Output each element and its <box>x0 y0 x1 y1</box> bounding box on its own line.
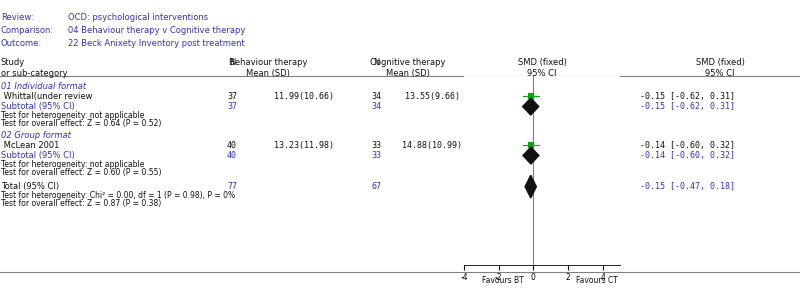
Text: Test for overall effect: Z = 0.60 (P = 0.55): Test for overall effect: Z = 0.60 (P = 0… <box>1 168 162 177</box>
Text: -0.15 [-0.62, 0.31]: -0.15 [-0.62, 0.31] <box>640 92 735 101</box>
Text: 33: 33 <box>371 151 381 160</box>
Text: Outcome:: Outcome: <box>1 39 42 48</box>
Text: 40: 40 <box>227 151 237 160</box>
Text: McLean 2001: McLean 2001 <box>1 141 59 150</box>
Text: Behaviour therapy: Behaviour therapy <box>229 58 307 67</box>
Text: Cognitive therapy: Cognitive therapy <box>370 58 446 67</box>
Polygon shape <box>522 98 538 115</box>
Text: Subtotal (95% CI): Subtotal (95% CI) <box>1 102 74 111</box>
Text: Test for overall effect: Z = 0.87 (P = 0.38): Test for overall effect: Z = 0.87 (P = 0… <box>1 199 161 208</box>
Text: Total (95% CI): Total (95% CI) <box>1 182 59 191</box>
Text: -0.15 [-0.62, 0.31]: -0.15 [-0.62, 0.31] <box>640 102 735 111</box>
Text: 77: 77 <box>227 182 237 191</box>
Text: OCD: psychological interventions: OCD: psychological interventions <box>68 13 208 22</box>
Text: 13.55(9.66): 13.55(9.66) <box>405 92 459 101</box>
Text: Whittal(under review: Whittal(under review <box>1 92 92 101</box>
Text: 13.23(11.98): 13.23(11.98) <box>274 141 334 150</box>
Text: Mean (SD): Mean (SD) <box>246 69 290 78</box>
Text: 95% CI: 95% CI <box>527 69 557 78</box>
Text: 67: 67 <box>371 182 381 191</box>
Text: 33: 33 <box>371 141 381 150</box>
Polygon shape <box>523 147 539 164</box>
Text: N: N <box>373 58 379 67</box>
Text: 40: 40 <box>227 141 237 150</box>
Text: 01 Individual format: 01 Individual format <box>1 82 86 91</box>
Text: 02 Group format: 02 Group format <box>1 131 70 140</box>
Text: 14.88(10.99): 14.88(10.99) <box>402 141 462 150</box>
Text: -0.14 [-0.60, 0.32]: -0.14 [-0.60, 0.32] <box>640 151 735 160</box>
Text: N: N <box>229 58 235 67</box>
Text: -0.15 [-0.47, 0.18]: -0.15 [-0.47, 0.18] <box>640 182 735 191</box>
Text: Favours CT: Favours CT <box>576 276 618 285</box>
Polygon shape <box>525 175 536 198</box>
Text: 95% CI: 95% CI <box>706 69 734 78</box>
Text: Test for overall effect: Z = 0.64 (P = 0.52): Test for overall effect: Z = 0.64 (P = 0… <box>1 119 161 128</box>
Text: Test for heterogeneity: not applicable: Test for heterogeneity: not applicable <box>1 111 144 120</box>
Text: Test for heterogeneity: not applicable: Test for heterogeneity: not applicable <box>1 160 144 169</box>
Text: Comparison:: Comparison: <box>1 26 54 35</box>
Text: SMD (fixed): SMD (fixed) <box>518 58 566 67</box>
Text: Review:: Review: <box>1 13 34 22</box>
Text: Mean (SD): Mean (SD) <box>386 69 430 78</box>
Text: or sub-category: or sub-category <box>1 69 67 78</box>
Text: 37: 37 <box>227 92 237 101</box>
Text: Subtotal (95% CI): Subtotal (95% CI) <box>1 151 74 160</box>
Text: 34: 34 <box>371 102 381 111</box>
Text: 04 Behaviour therapy v Cognitive therapy: 04 Behaviour therapy v Cognitive therapy <box>68 26 246 35</box>
Text: 11.99(10.66): 11.99(10.66) <box>274 92 334 101</box>
Text: 37: 37 <box>227 102 237 111</box>
Text: 22 Beck Anixety Inventory post treatment: 22 Beck Anixety Inventory post treatment <box>68 39 245 48</box>
Text: -0.14 [-0.60, 0.32]: -0.14 [-0.60, 0.32] <box>640 141 735 150</box>
Text: Study: Study <box>1 58 25 67</box>
Text: SMD (fixed): SMD (fixed) <box>695 58 745 67</box>
Text: 34: 34 <box>371 92 381 101</box>
Text: Favours BT: Favours BT <box>482 276 524 285</box>
Text: Test for heterogeneity: Chi² = 0.00, df = 1 (P = 0.98), P = 0%: Test for heterogeneity: Chi² = 0.00, df … <box>1 191 235 200</box>
